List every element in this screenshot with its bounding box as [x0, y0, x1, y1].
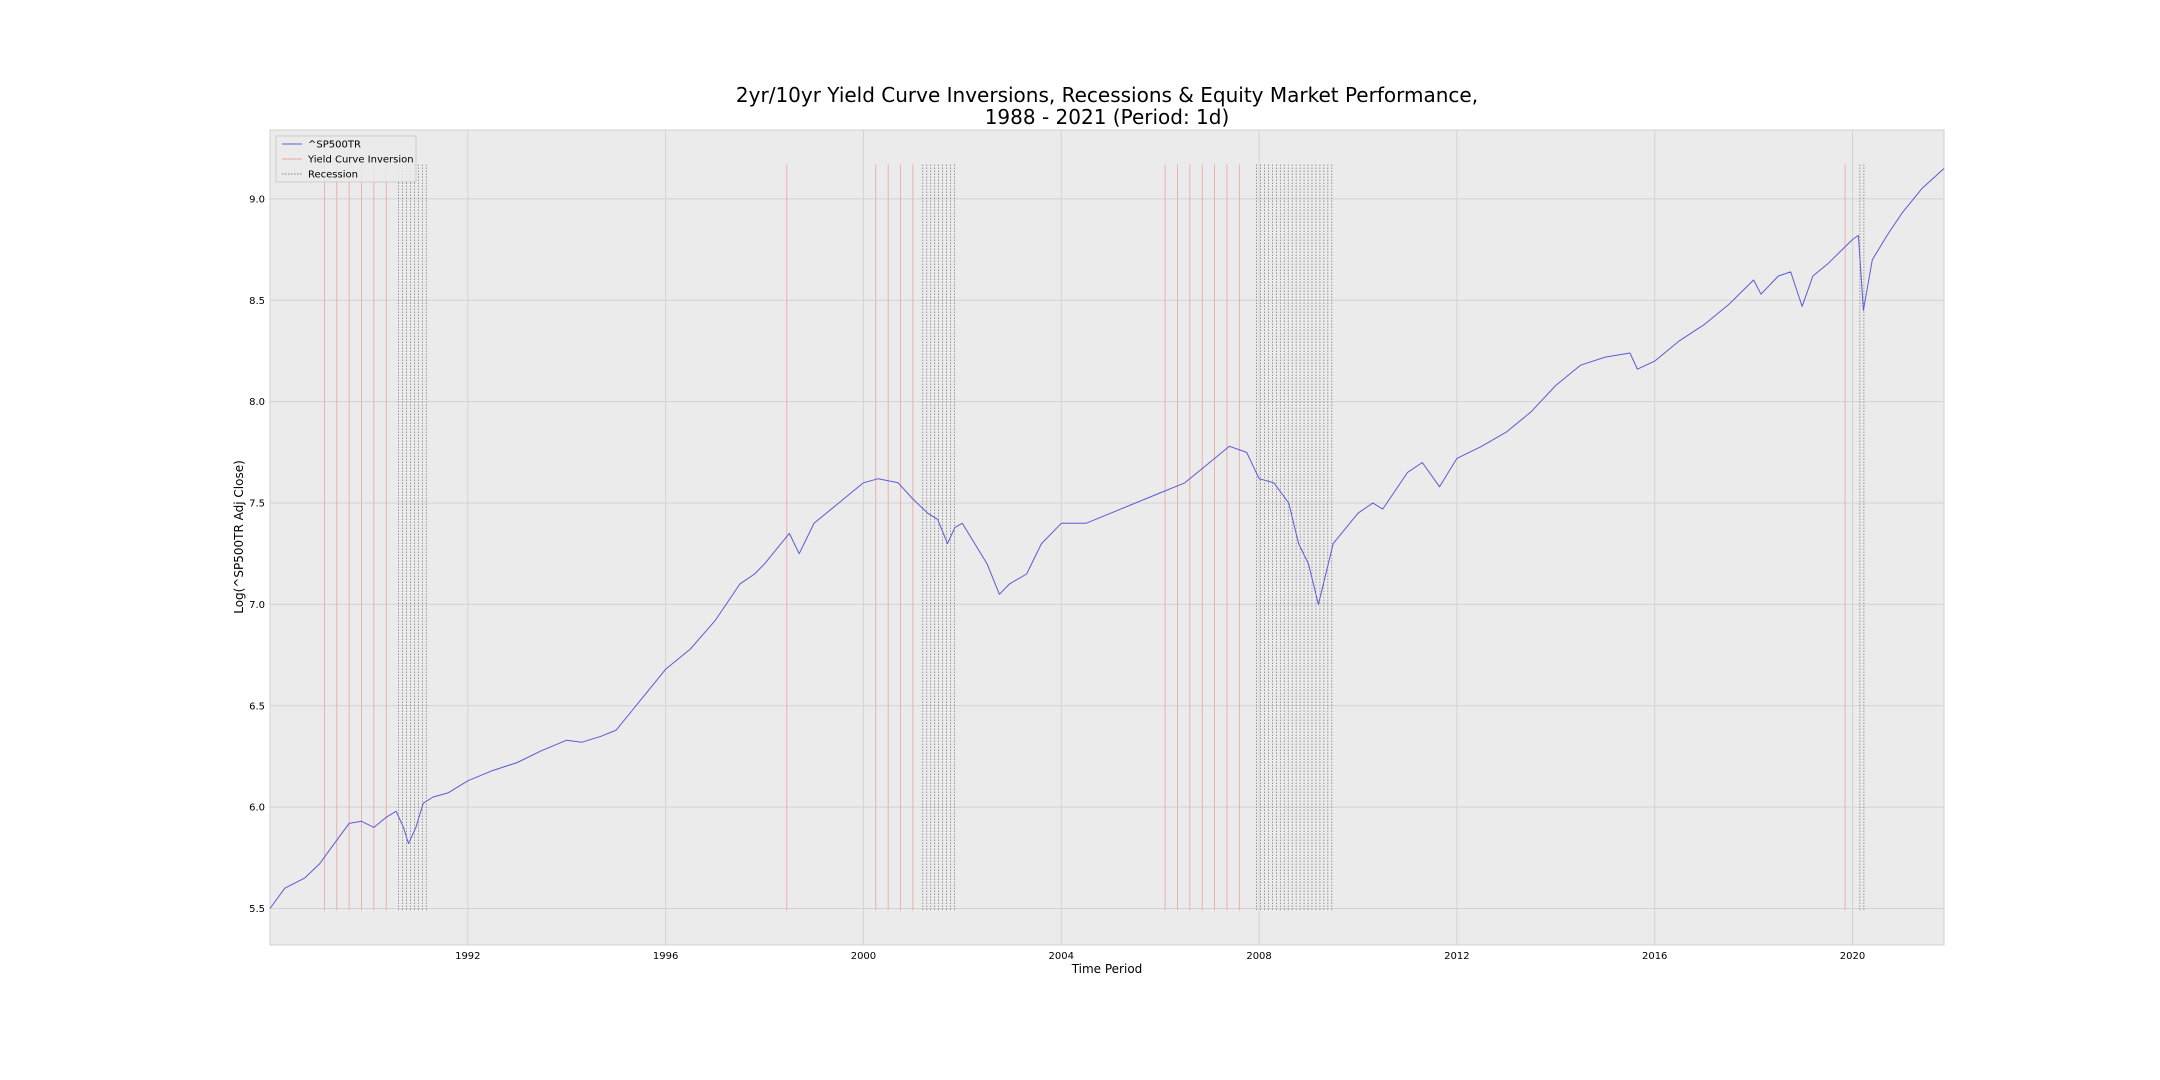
y-tick-label: 8.5: [249, 296, 265, 307]
x-axis-ticks: 1992 1996 2000 2004 2008 2012 2016 2020: [455, 951, 1865, 962]
y-tick-label: 9.0: [249, 194, 265, 205]
legend: ^SP500TR Yield Curve Inversion Recession: [275, 135, 417, 183]
legend-label-sp500tr: ^SP500TR: [308, 140, 361, 151]
series-line-sp500tr: [269, 168, 1945, 909]
x-tick-label: 1996: [653, 951, 678, 962]
y-tick-label: 6.0: [249, 803, 265, 814]
x-tick-label: 2012: [1444, 951, 1469, 962]
x-tick-label: 2004: [1049, 951, 1074, 962]
x-axis-label: Time Period: [1071, 962, 1143, 976]
y-axis-ticks: 5.5 6.0 6.5 7.0 7.5 8.0 8.5 9.0: [249, 194, 265, 915]
legend-label-inversion: Yield Curve Inversion: [307, 155, 414, 166]
y-tick-label: 6.5: [249, 701, 265, 712]
y-tick-label: 7.0: [249, 600, 265, 611]
y-tick-label: 5.5: [249, 904, 265, 915]
x-tick-label: 2008: [1246, 951, 1271, 962]
chart-title-line-2: 1988 - 2021 (Period: 1d): [985, 105, 1230, 129]
y-axis-label: Log(^SP500TR Adj Close): [232, 460, 246, 614]
x-tick-label: 2020: [1840, 951, 1865, 962]
x-tick-label: 2016: [1642, 951, 1667, 962]
legend-label-recession: Recession: [308, 170, 358, 181]
chart-title-line-1: 2yr/10yr Yield Curve Inversions, Recessi…: [736, 83, 1478, 107]
recession-markers: [398, 164, 1865, 911]
x-tick-label: 2000: [851, 951, 876, 962]
y-tick-label: 8.0: [249, 397, 265, 408]
grid: [270, 130, 1944, 945]
x-tick-label: 1992: [455, 951, 480, 962]
series: [269, 168, 1945, 909]
inversion-markers: [323, 164, 1846, 911]
y-tick-label: 7.5: [249, 499, 265, 510]
plot-background: [269, 129, 1945, 946]
